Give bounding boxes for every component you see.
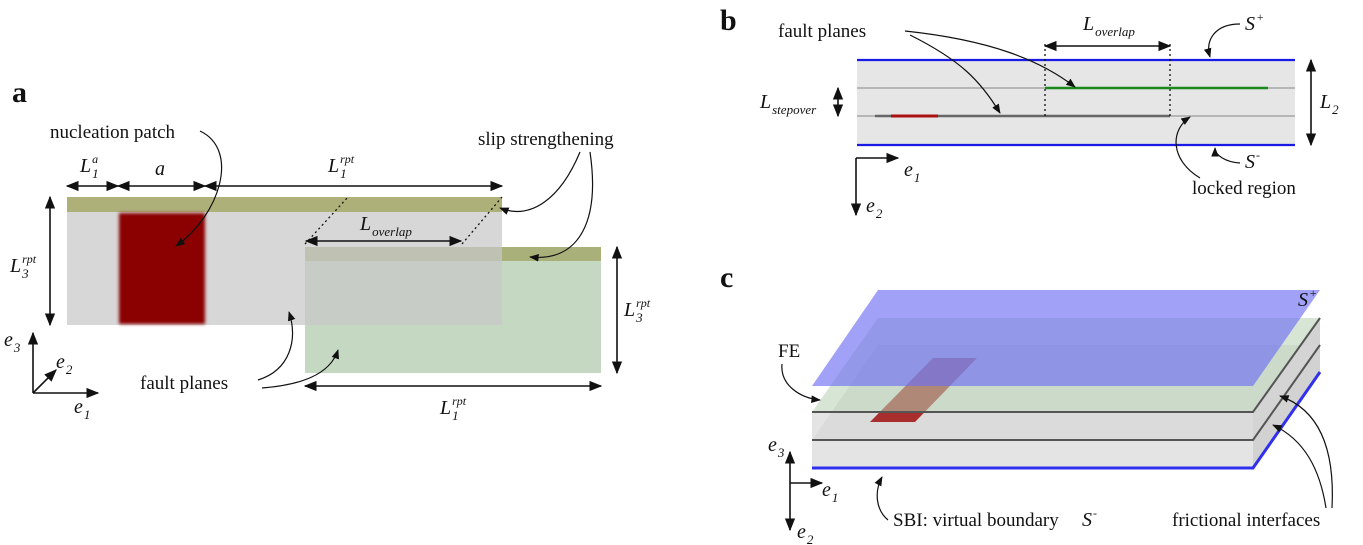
- superscript: -: [1256, 148, 1260, 162]
- symbol-base: L: [79, 155, 91, 177]
- subscript: 2: [66, 362, 73, 377]
- nucleation-patch: [119, 213, 205, 324]
- subscript: overlap: [372, 224, 412, 239]
- axis-arrow: [33, 370, 56, 393]
- subscript: 1: [452, 408, 459, 423]
- annotation: slip strengthening: [478, 129, 614, 150]
- symbol-base: S: [1082, 509, 1092, 531]
- subscript: 1: [914, 170, 921, 185]
- figure: a La1 a Lrpt1 Loverlap Lrpt3 Lrpt3 Lrpt1…: [0, 0, 1363, 545]
- symbol-base: L: [1319, 91, 1331, 113]
- superscript: rpt: [340, 152, 355, 166]
- annotation: fault planes: [140, 373, 228, 394]
- panel-label: a: [12, 76, 27, 109]
- annotation: FE: [778, 341, 800, 362]
- symbol: Lstepover: [759, 91, 817, 117]
- leader-arrow: [877, 477, 888, 520]
- domain: [857, 60, 1295, 145]
- symbol: e3: [768, 434, 785, 460]
- superscript: -: [1093, 506, 1097, 520]
- subscript: 3: [777, 445, 785, 460]
- subscript: 1: [84, 407, 91, 422]
- symbol: L2: [1319, 91, 1339, 117]
- symbol-base: S: [1245, 151, 1255, 173]
- subscript: 1: [340, 166, 347, 181]
- symbol-base: L: [623, 299, 635, 321]
- symbol-base: L: [327, 155, 339, 177]
- symbol: S-: [1082, 506, 1097, 531]
- annotation: SBI: virtual boundary: [893, 510, 1059, 531]
- symbol: e1: [74, 396, 90, 422]
- symbol-base: e: [56, 351, 65, 373]
- symbol: S+: [1298, 286, 1317, 311]
- symbol-base: L: [759, 91, 771, 113]
- superscript: +: [1256, 10, 1264, 24]
- superscript: rpt: [452, 394, 467, 408]
- subscript: 2: [807, 532, 814, 545]
- subscript: overlap: [1095, 24, 1135, 39]
- symbol-base: e: [866, 195, 875, 217]
- symbol: a: [155, 158, 165, 180]
- symbol: e1: [904, 159, 920, 185]
- subscript: 1: [92, 166, 99, 181]
- slip-strengthening-1: [67, 197, 502, 212]
- panel-label: c: [720, 261, 733, 294]
- symbol-base: S: [1245, 13, 1255, 35]
- panel-c: c S+ FE SBI: virtual boundary S- frictio…: [720, 261, 1332, 545]
- symbol-base: a: [155, 158, 165, 180]
- superscript: +: [1309, 286, 1317, 300]
- symbol-base: L: [1082, 13, 1094, 35]
- symbol-base: e: [74, 396, 83, 418]
- top-boundary: [812, 290, 1320, 386]
- annotation: frictional interfaces: [1172, 510, 1320, 531]
- symbol-base: L: [439, 397, 451, 419]
- leader-arrow: [500, 152, 580, 211]
- leader-arrow: [1273, 425, 1326, 508]
- superscript: rpt: [22, 252, 37, 266]
- leader-arrow: [782, 364, 820, 400]
- leader-arrow: [1215, 148, 1240, 163]
- symbol-base: e: [904, 159, 913, 181]
- symbol-base: e: [4, 329, 13, 351]
- subscript: 3: [635, 310, 643, 325]
- symbol: e2: [866, 195, 883, 221]
- annotation: fault planes: [778, 21, 866, 42]
- symbol: e1: [822, 479, 838, 505]
- leader-arrow: [1209, 24, 1240, 57]
- symbol: S+: [1245, 10, 1264, 35]
- symbol: e2: [56, 351, 73, 377]
- symbol: S-: [1245, 148, 1260, 173]
- superscript: rpt: [636, 296, 651, 310]
- symbol-base: e: [797, 521, 806, 543]
- symbol-base: e: [822, 479, 831, 501]
- symbol-base: L: [9, 255, 21, 277]
- symbol: e2: [797, 521, 814, 545]
- symbol: e3: [4, 329, 21, 355]
- subscript: stepover: [772, 102, 817, 117]
- subscript: 1: [832, 490, 839, 505]
- subscript: 2: [876, 206, 883, 221]
- panel-label: b: [720, 4, 737, 37]
- panel-b: b fault planes Loverlap S+ Lstepover L2 …: [720, 4, 1339, 221]
- symbol-base: S: [1298, 289, 1308, 311]
- subscript: 2: [1332, 102, 1339, 117]
- symbol-base: e: [768, 434, 777, 456]
- symbol-base: L: [359, 213, 371, 235]
- subscript: 3: [13, 340, 21, 355]
- subscript: 3: [21, 266, 29, 281]
- superscript: a: [92, 152, 98, 166]
- annotation: nucleation patch: [50, 122, 176, 143]
- annotation: locked region: [1192, 178, 1296, 199]
- symbol: Loverlap: [1082, 13, 1135, 39]
